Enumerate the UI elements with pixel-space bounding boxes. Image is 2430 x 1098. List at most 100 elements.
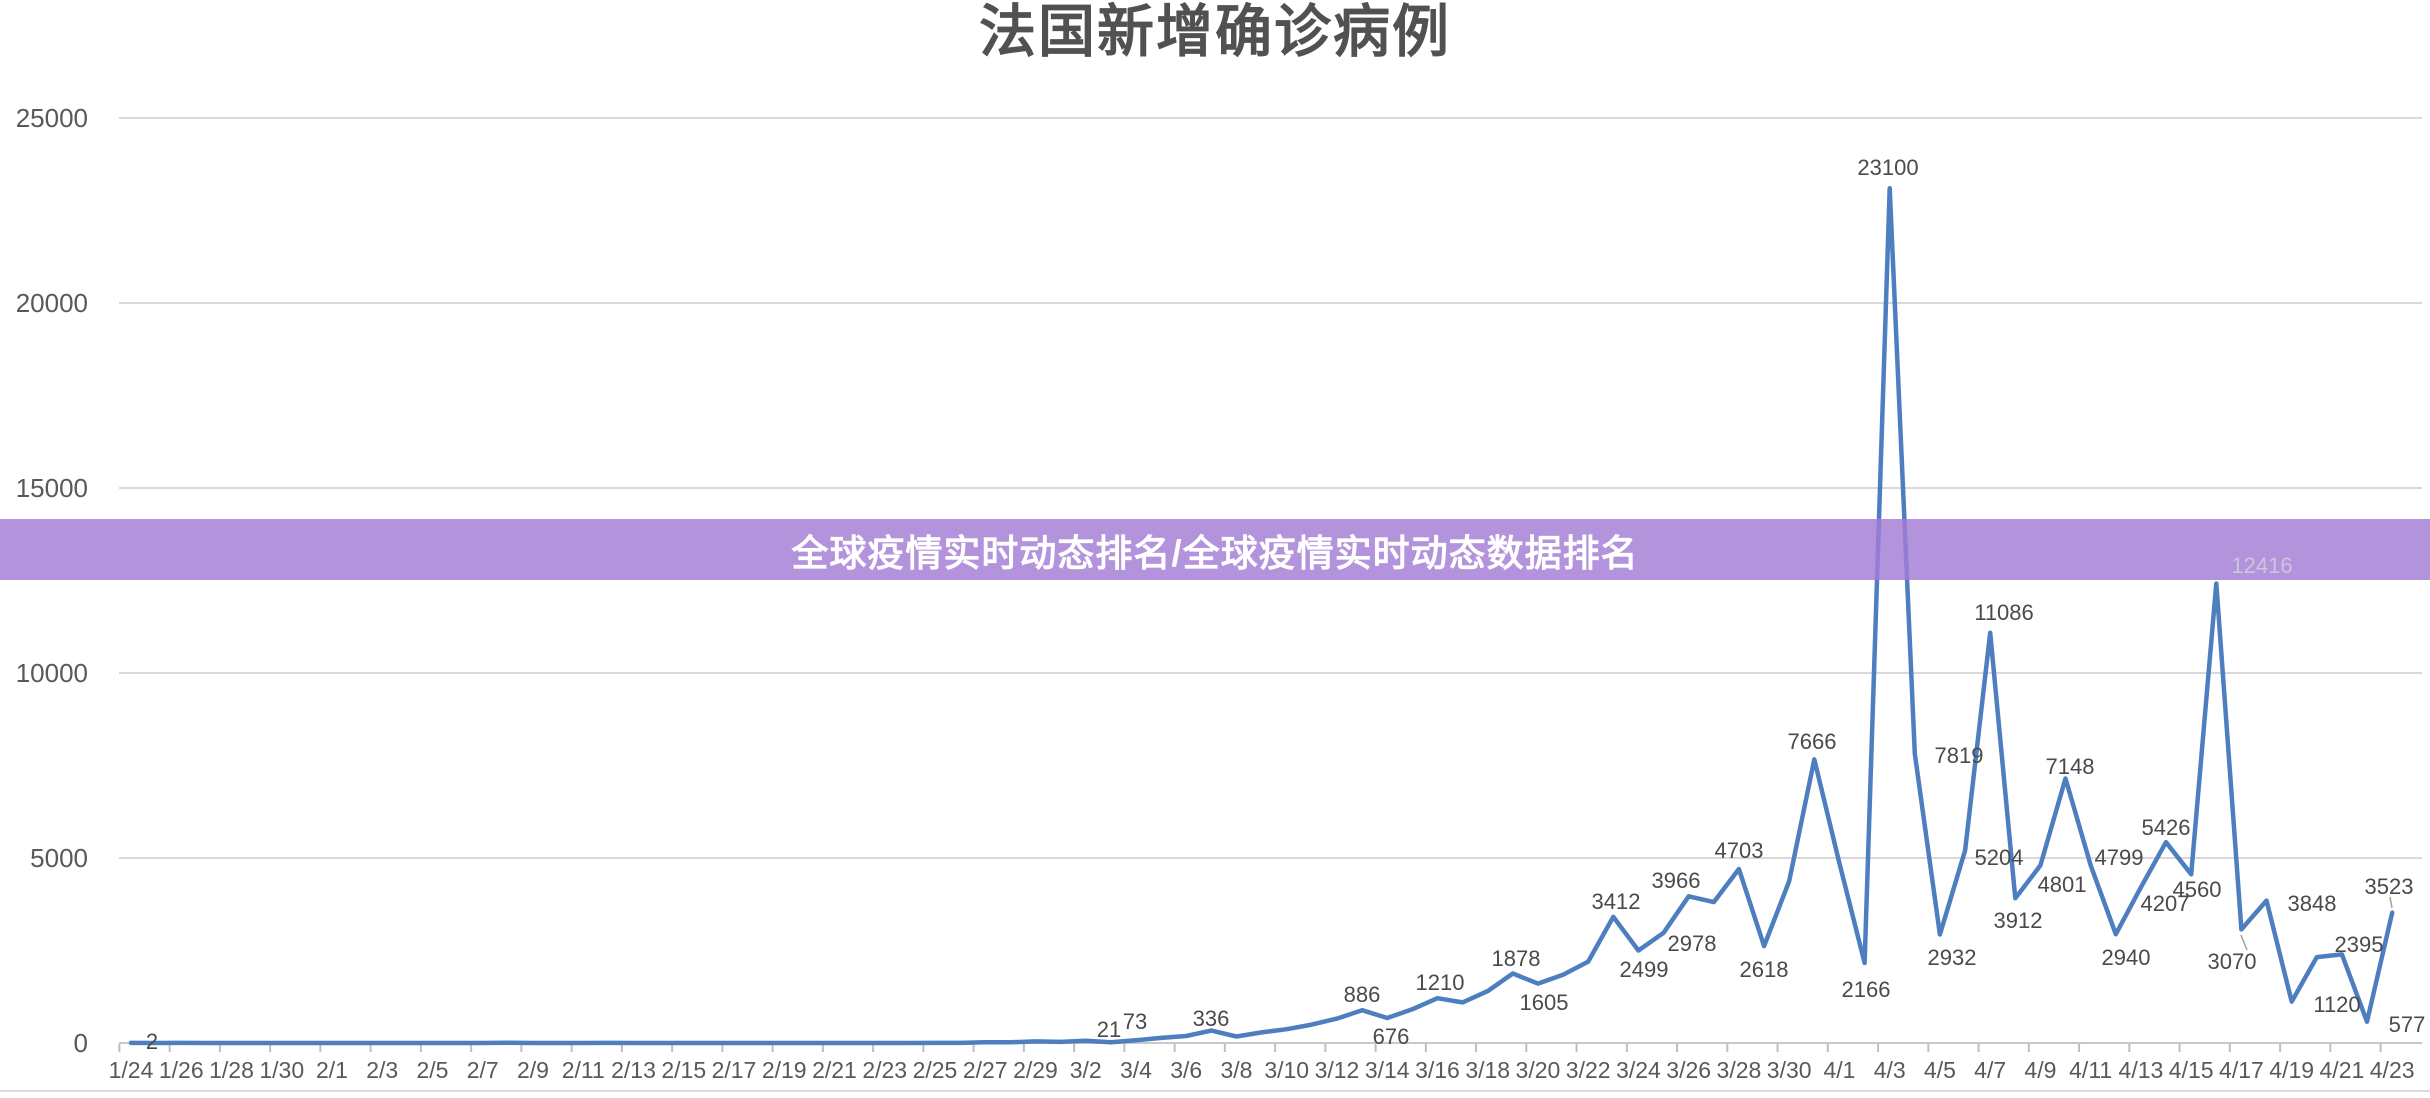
svg-text:2618: 2618 [1740, 957, 1789, 982]
svg-text:4/23: 4/23 [2370, 1057, 2415, 1083]
svg-text:3/30: 3/30 [1767, 1057, 1812, 1083]
svg-text:4801: 4801 [2038, 872, 2087, 897]
svg-text:1120: 1120 [2313, 992, 2360, 1017]
svg-text:5426: 5426 [2142, 815, 2191, 840]
svg-text:3523: 3523 [2365, 874, 2414, 899]
svg-text:3966: 3966 [1652, 868, 1701, 893]
svg-text:4/11: 4/11 [2069, 1057, 2112, 1083]
svg-text:4/15: 4/15 [2169, 1057, 2214, 1083]
svg-text:23100: 23100 [1857, 155, 1918, 180]
svg-text:4/17: 4/17 [2219, 1057, 2264, 1083]
chart-title: 法国新增确诊病例 [979, 1, 1451, 64]
svg-text:1/30: 1/30 [259, 1057, 304, 1083]
covered-data-label-12416: 12416 [2231, 553, 2293, 578]
svg-text:3/28: 3/28 [1717, 1057, 1762, 1083]
svg-text:2978: 2978 [1668, 931, 1717, 956]
svg-text:5000: 5000 [30, 843, 88, 873]
svg-text:5204: 5204 [1975, 845, 2024, 870]
svg-text:1/24: 1/24 [109, 1057, 154, 1083]
svg-text:2/27: 2/27 [963, 1057, 1008, 1083]
svg-text:2/25: 2/25 [913, 1057, 958, 1083]
svg-text:3/4: 3/4 [1120, 1057, 1152, 1083]
watermark-banner-text: 全球疫情实时动态排名/全球疫情实时动态数据排名 [791, 532, 1639, 574]
svg-text:2/15: 2/15 [661, 1057, 706, 1083]
svg-text:15000: 15000 [16, 473, 88, 503]
svg-text:4703: 4703 [1715, 838, 1764, 863]
x-tick-marks [118, 1044, 2382, 1052]
svg-text:4/13: 4/13 [2119, 1057, 2164, 1083]
svg-text:3/14: 3/14 [1365, 1057, 1410, 1083]
svg-text:4/7: 4/7 [1974, 1057, 2006, 1083]
svg-text:2/17: 2/17 [712, 1057, 757, 1083]
svg-text:2932: 2932 [1928, 945, 1977, 970]
x-axis-labels: 1/24 1/26 1/28 1/30 2/1 2/3 2/5 2/7 2/9 2/11 2/13 2… [109, 1057, 2415, 1083]
svg-text:2166: 2166 [1842, 977, 1891, 1002]
svg-text:3070: 3070 [2208, 949, 2257, 974]
svg-text:1605: 1605 [1520, 990, 1569, 1015]
svg-text:3/8: 3/8 [1220, 1057, 1252, 1083]
svg-text:3912: 3912 [1994, 908, 2043, 933]
svg-text:7819: 7819 [1935, 743, 1984, 768]
svg-text:2940: 2940 [2102, 945, 2151, 970]
svg-text:2/9: 2/9 [517, 1057, 549, 1083]
svg-text:336: 336 [1193, 1006, 1230, 1031]
svg-text:3/26: 3/26 [1666, 1057, 1711, 1083]
svg-text:7666: 7666 [1788, 729, 1837, 754]
svg-text:7148: 7148 [2046, 754, 2095, 779]
svg-text:3848: 3848 [2288, 891, 2337, 916]
svg-text:2/1: 2/1 [316, 1057, 348, 1083]
svg-text:1210: 1210 [1416, 970, 1465, 995]
y-gridlines [119, 117, 2422, 1044]
data-series-line [128, 186, 2395, 1046]
svg-text:1/28: 1/28 [209, 1057, 254, 1083]
svg-text:73: 73 [1123, 1009, 1147, 1034]
svg-text:0: 0 [74, 1028, 88, 1058]
svg-text:2/13: 2/13 [611, 1057, 656, 1083]
svg-text:2/3: 2/3 [366, 1057, 398, 1083]
svg-text:2/29: 2/29 [1013, 1057, 1058, 1083]
svg-text:4/21: 4/21 [2320, 1057, 2365, 1083]
svg-text:4560: 4560 [2173, 877, 2222, 902]
svg-text:3/22: 3/22 [1566, 1057, 1611, 1083]
svg-text:4/9: 4/9 [2024, 1057, 2056, 1083]
leader-lines [2240, 896, 2393, 951]
svg-text:4799: 4799 [2095, 845, 2144, 870]
svg-text:2395: 2395 [2335, 932, 2384, 957]
svg-text:577: 577 [2389, 1012, 2426, 1037]
svg-text:2/7: 2/7 [467, 1057, 499, 1083]
svg-text:10000: 10000 [16, 658, 88, 688]
svg-text:4207: 4207 [2141, 891, 2190, 916]
svg-text:3/24: 3/24 [1616, 1057, 1661, 1083]
svg-text:2: 2 [146, 1029, 158, 1054]
svg-text:2499: 2499 [1620, 957, 1669, 982]
svg-text:3/12: 3/12 [1315, 1057, 1360, 1083]
svg-text:11086: 11086 [1974, 600, 2034, 625]
svg-text:3/20: 3/20 [1516, 1057, 1561, 1083]
svg-text:2/23: 2/23 [862, 1057, 907, 1083]
svg-text:1878: 1878 [1492, 946, 1541, 971]
svg-text:3/6: 3/6 [1170, 1057, 1202, 1083]
svg-text:4/1: 4/1 [1823, 1057, 1855, 1083]
svg-text:4/5: 4/5 [1924, 1057, 1956, 1083]
svg-text:20000: 20000 [16, 288, 88, 318]
svg-text:4/3: 4/3 [1874, 1057, 1906, 1083]
svg-text:4/19: 4/19 [2269, 1057, 2314, 1083]
svg-text:1/26: 1/26 [159, 1057, 204, 1083]
svg-text:3412: 3412 [1592, 889, 1641, 914]
svg-text:21: 21 [1097, 1017, 1121, 1042]
svg-text:2/11: 2/11 [562, 1057, 605, 1083]
svg-text:886: 886 [1344, 982, 1381, 1007]
svg-text:3/10: 3/10 [1264, 1057, 1309, 1083]
svg-text:25000: 25000 [16, 103, 88, 133]
svg-text:2/21: 2/21 [812, 1057, 857, 1083]
svg-text:3/18: 3/18 [1465, 1057, 1510, 1083]
chart-bottom-border [0, 1090, 2430, 1092]
watermark-banner: 全球疫情实时动态排名/全球疫情实时动态数据排名 [0, 519, 2430, 580]
svg-text:676: 676 [1373, 1024, 1410, 1049]
svg-text:3/2: 3/2 [1070, 1057, 1102, 1083]
svg-text:2/19: 2/19 [762, 1057, 807, 1083]
